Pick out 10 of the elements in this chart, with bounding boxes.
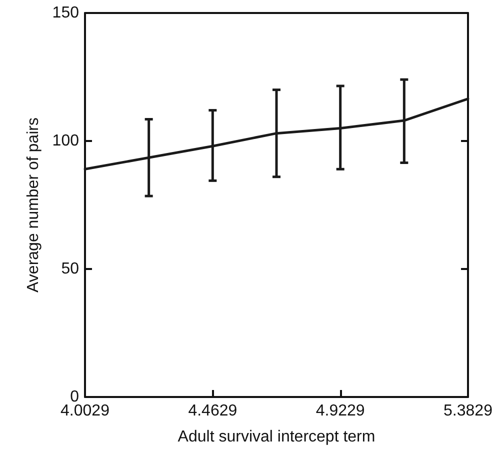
y-tick-label: 100 — [52, 132, 80, 150]
y-axis-title: Average number of pairs — [24, 118, 42, 292]
y-tick-label: 150 — [52, 4, 80, 22]
x-tick-label: 4.4629 — [188, 402, 238, 420]
y-tick-label: 50 — [61, 260, 80, 278]
x-tick-label: 4.9229 — [316, 402, 365, 420]
x-tick-label: 5.3829 — [444, 402, 493, 420]
x-tick-label: 4.0029 — [60, 402, 110, 420]
x-axis-title: Adult survival intercept term — [178, 428, 376, 446]
y-tick-label: 0 — [70, 388, 80, 406]
